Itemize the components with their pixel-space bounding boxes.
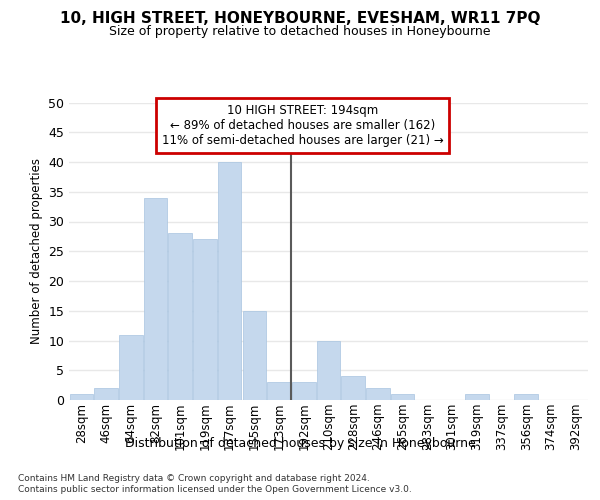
Text: Contains public sector information licensed under the Open Government Licence v3: Contains public sector information licen…: [18, 485, 412, 494]
Text: 10, HIGH STREET, HONEYBOURNE, EVESHAM, WR11 7PQ: 10, HIGH STREET, HONEYBOURNE, EVESHAM, W…: [60, 11, 540, 26]
Bar: [317, 340, 340, 400]
Text: Contains HM Land Registry data © Crown copyright and database right 2024.: Contains HM Land Registry data © Crown c…: [18, 474, 370, 483]
Bar: [268, 382, 291, 400]
Bar: [193, 240, 217, 400]
Bar: [341, 376, 365, 400]
Bar: [218, 162, 241, 400]
Bar: [169, 234, 192, 400]
Text: Size of property relative to detached houses in Honeybourne: Size of property relative to detached ho…: [109, 25, 491, 38]
Bar: [242, 310, 266, 400]
Y-axis label: Number of detached properties: Number of detached properties: [29, 158, 43, 344]
Bar: [70, 394, 93, 400]
Bar: [366, 388, 389, 400]
Text: 10 HIGH STREET: 194sqm
← 89% of detached houses are smaller (162)
11% of semi-de: 10 HIGH STREET: 194sqm ← 89% of detached…: [161, 104, 443, 147]
Bar: [465, 394, 488, 400]
Bar: [292, 382, 316, 400]
Bar: [144, 198, 167, 400]
Text: Distribution of detached houses by size in Honeybourne: Distribution of detached houses by size …: [125, 438, 475, 450]
Bar: [119, 334, 143, 400]
Bar: [94, 388, 118, 400]
Bar: [391, 394, 415, 400]
Bar: [514, 394, 538, 400]
